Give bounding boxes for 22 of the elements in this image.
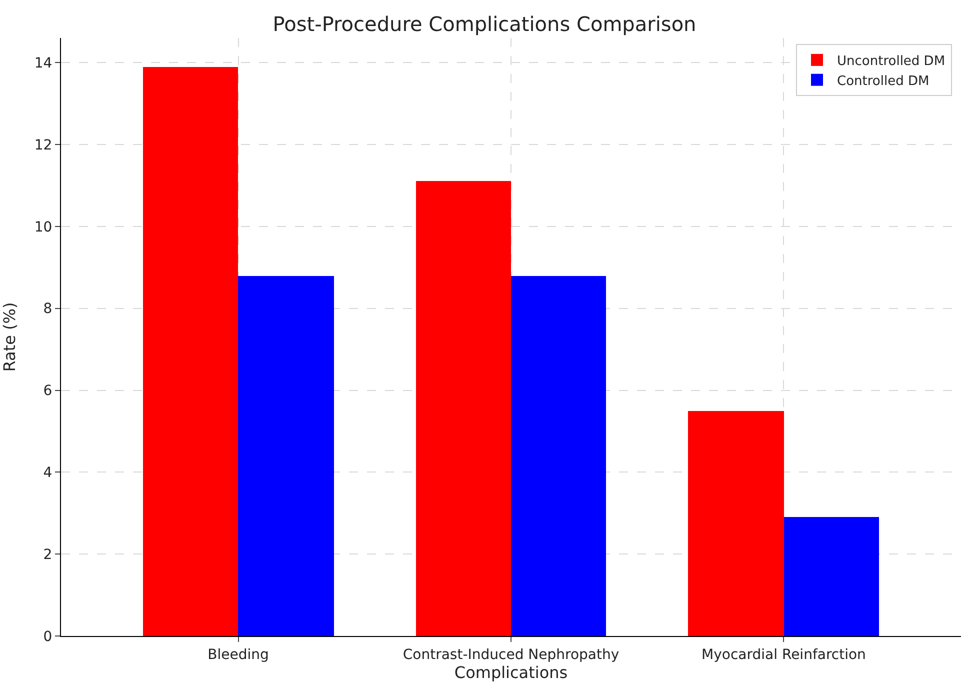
bar (238, 276, 334, 636)
chart-title: Post-Procedure Complications Comparison (272, 12, 696, 36)
y-tick-label: 8 (43, 301, 52, 318)
y-tick-label: 14 (34, 55, 52, 72)
bar (784, 517, 879, 636)
y-tick-label: 2 (43, 546, 52, 563)
legend-label: Uncontrolled DM (837, 54, 946, 69)
y-axis-title: Rate (%) (0, 302, 19, 372)
x-tick-label: Contrast-Induced Nephropathy (402, 646, 620, 663)
legend-label: Controlled DM (837, 74, 930, 89)
y-tick-label: 6 (43, 383, 52, 400)
x-tick-label: Bleeding (208, 646, 269, 663)
x-axis-title: Complications (454, 662, 568, 682)
bar (143, 67, 238, 636)
y-tick-label: 12 (34, 137, 52, 154)
bar (511, 276, 606, 636)
bar (416, 181, 511, 636)
y-tick-label: 10 (34, 219, 52, 236)
y-tick-label: 0 (43, 628, 52, 645)
x-tick-label: Myocardial Reinfarction (702, 646, 866, 663)
bar (688, 411, 784, 636)
y-tick-label: 4 (43, 465, 52, 482)
